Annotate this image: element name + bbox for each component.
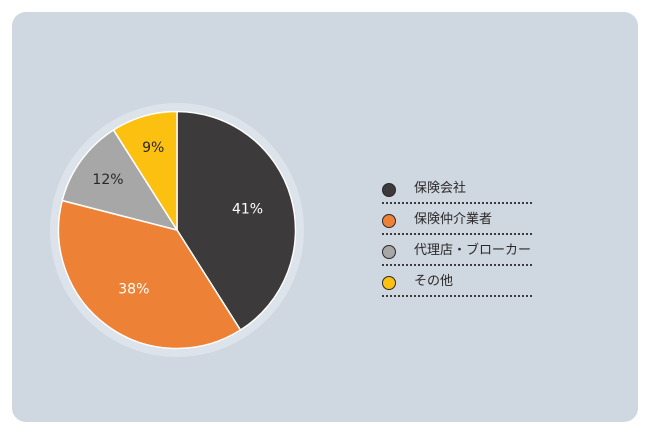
legend-item-other: その他 [382,269,532,297]
legend: 保険会社 保険仲介業者 代理店・ブローカー その他 [382,176,532,300]
slice-value-label: 12% [92,172,123,188]
legend-item-agency-broker: 代理店・ブローカー [382,238,532,266]
legend-item-insurance-intermediary: 保険仲介業者 [382,207,532,235]
legend-label: その他 [414,274,454,289]
slice-value-label: 38% [118,281,149,297]
legend-swatch [382,214,396,228]
legend-label: 保険会社 [414,181,467,196]
legend-label: 保険仲介業者 [414,212,493,227]
legend-label: 代理店・ブローカー [414,243,532,258]
pie-slice [57,199,242,350]
legend-swatch [382,276,396,290]
legend-swatch [382,183,396,197]
legend-swatch [382,245,396,259]
pie-slice [61,128,179,232]
pie-slice [112,110,178,233]
slice-value-label: 41% [232,202,263,218]
slice-value-label: 9% [142,140,164,156]
legend-item-insurance-company: 保険会社 [382,176,532,204]
